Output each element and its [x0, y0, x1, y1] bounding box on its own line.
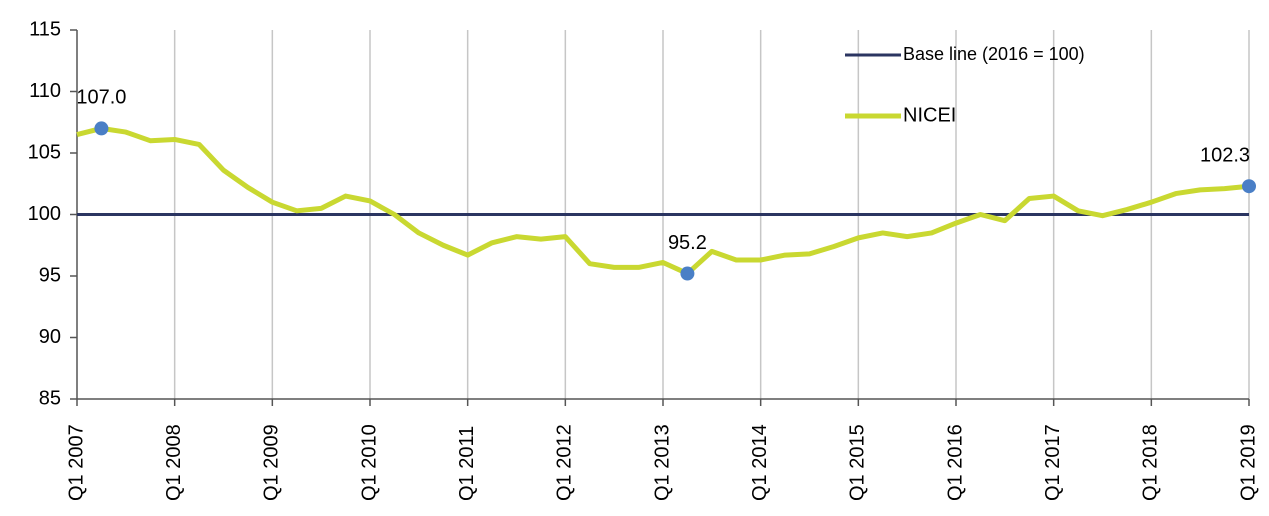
x-tick-label: Q1 2017 [1042, 424, 1064, 501]
x-tick-label: Q1 2010 [358, 424, 380, 501]
x-tick-label: Q1 2013 [651, 424, 673, 501]
y-tick-label: 85 [39, 387, 61, 409]
legend-label: NICEI [903, 104, 956, 126]
data-label: 95.2 [668, 232, 707, 254]
data-label: 107.0 [76, 87, 126, 109]
x-tick-label: Q1 2009 [261, 424, 283, 501]
y-tick-label: 90 [39, 326, 61, 348]
data-point [680, 266, 695, 281]
x-tick-label: Q1 2019 [1237, 424, 1259, 501]
x-tick-label: Q1 2012 [554, 424, 576, 501]
data-point [1242, 179, 1256, 194]
y-tick-label: 100 [28, 203, 61, 225]
legend-label: Base line (2016 = 100) [903, 44, 1085, 64]
y-tick-label: 115 [29, 18, 61, 40]
y-tick-label: 110 [29, 80, 61, 102]
x-tick-label: Q1 2018 [1140, 424, 1162, 501]
x-tick-label: Q1 2015 [847, 424, 869, 501]
series-line [76, 125, 1250, 277]
data-label: 102.3 [1200, 144, 1250, 166]
x-tick-label: Q1 2014 [749, 424, 771, 501]
x-tick-label: Q1 2016 [944, 424, 966, 501]
x-tick-label: Q1 2011 [456, 426, 478, 501]
data-point [94, 121, 109, 136]
y-tick-label: 95 [39, 264, 61, 286]
x-tick-label: Q1 2007 [65, 424, 87, 501]
x-tick-label: Q1 2008 [163, 424, 185, 501]
y-tick-label: 105 [28, 141, 61, 163]
